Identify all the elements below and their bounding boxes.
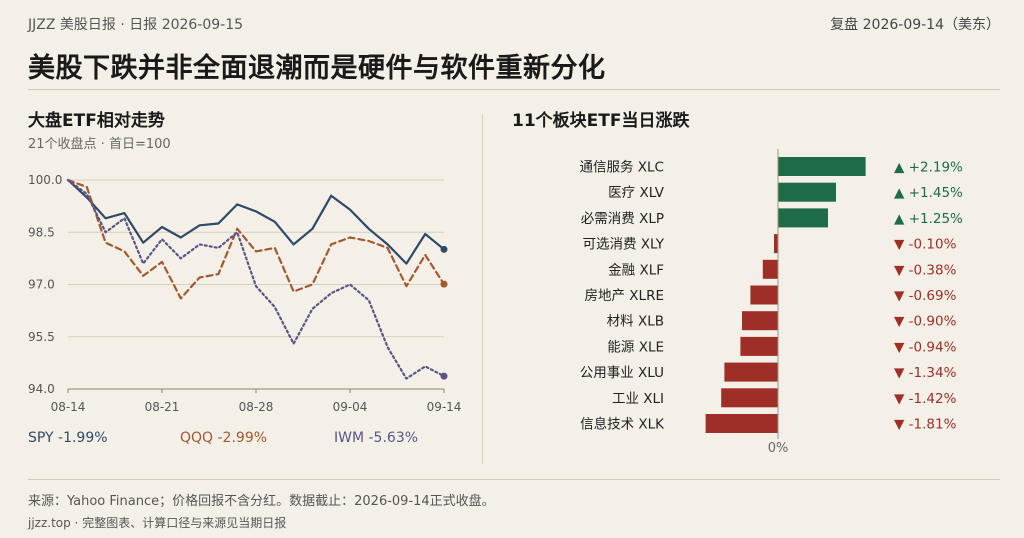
y-tick-label: 97.0: [28, 278, 55, 292]
x-tick-label: 09-04: [333, 400, 368, 414]
bar-category-label: 医疗 XLV: [608, 185, 665, 201]
headline: 美股下跌并非全面退潮而是硬件与软件重新分化: [28, 53, 606, 84]
sector-bar-chart: 通信服务 XLC ▲ +2.19% 医疗 XLV ▲ +1.45% 必需消费 XLP ▲ …: [580, 149, 963, 456]
bar-category-label: 必需消费 XLP: [581, 211, 664, 227]
bar-category-label: 材料 XLB: [607, 314, 664, 330]
y-tick-label: 94.0: [28, 382, 55, 396]
series-endpoint-iwm: [440, 372, 448, 380]
bar: [778, 182, 836, 202]
left-panel-title: 大盘ETF相对走势: [28, 111, 165, 131]
bar-value-label: ▼ -0.10%: [894, 237, 957, 253]
bar: [740, 336, 778, 356]
y-tick-label: 100.0: [28, 173, 62, 187]
bar-category-label: 工业 XLI: [612, 391, 664, 407]
x-tick-label: 08-14: [51, 400, 86, 414]
bottom-divider: [28, 479, 1000, 480]
left-panel-subtitle: 21个收盘点 · 首日=100: [28, 137, 171, 152]
footer-note: jjzz.top · 完整图表、计算口径与来源见当期日报: [28, 516, 287, 530]
top-divider: [28, 89, 1000, 90]
bar: [705, 414, 778, 433]
series-endpoint-qqq: [440, 280, 448, 288]
y-tick-label: 98.5: [28, 225, 55, 239]
bar: [774, 234, 778, 254]
bar-value-label: ▼ -0.90%: [894, 314, 957, 330]
y-tick-label: 95.5: [28, 330, 55, 344]
bar-category-label: 能源 XLE: [607, 339, 664, 355]
series-line-iwm: [66, 178, 446, 380]
bar-category-label: 公用事业 XLU: [580, 365, 664, 381]
bar-value-label: ▲ +1.45%: [894, 185, 963, 201]
bar: [742, 311, 778, 331]
legend-qqq: QQQ -2.99%: [180, 430, 268, 446]
source-note: 来源：Yahoo Finance；价格回报不含分红。数据截止：2026-09-1…: [28, 494, 495, 509]
bar-category-label: 可选消费 XLY: [582, 237, 664, 253]
report-topline: JJZZ 美股日报 · 日报 2026-09-15: [28, 17, 244, 33]
bar-value-label: ▼ -1.34%: [894, 365, 957, 381]
bar-category-label: 金融 XLF: [608, 262, 664, 278]
bar-value-label: ▼ -1.81%: [894, 417, 957, 433]
series-line-spy: [66, 178, 446, 265]
panel-divider: [482, 114, 483, 464]
x-tick-label: 08-21: [145, 400, 180, 414]
bar: [778, 157, 866, 176]
bar-value-label: ▼ -0.38%: [894, 262, 957, 278]
bar: [778, 208, 828, 228]
series-endpoint-spy: [440, 245, 448, 253]
bar: [762, 259, 778, 279]
bar-category-label: 房地产 XLRE: [585, 288, 664, 304]
legend-iwm: IWM -5.63%: [334, 430, 419, 446]
bar-value-label: ▲ +1.25%: [894, 211, 963, 227]
x-tick-label: 09-14: [427, 400, 462, 414]
bar-value-label: ▼ -0.94%: [894, 339, 957, 355]
bar-value-label: ▼ -0.69%: [894, 288, 957, 304]
legend-spy: SPY -1.99%: [28, 430, 108, 446]
bar: [721, 388, 778, 408]
report-date: 复盘 2026-09-14（美东）: [830, 17, 1000, 33]
x-tick-label: 08-28: [239, 400, 274, 414]
bar-category-label: 信息技术 XLK: [580, 416, 665, 433]
zero-axis-label: 0%: [768, 441, 789, 456]
right-panel-title: 11个板块ETF当日涨跌: [512, 111, 690, 131]
bar-value-label: ▲ +2.19%: [894, 160, 963, 176]
series-line-qqq: [66, 178, 446, 300]
line-chart: 100.0 98.5 97.0 95.5 94.0 08-14 08-21 08-28 09-0…: [28, 173, 462, 414]
bar: [724, 362, 778, 382]
bar-value-label: ▼ -1.42%: [894, 391, 957, 407]
bar-category-label: 通信服务 XLC: [580, 160, 665, 176]
bar: [750, 285, 778, 305]
